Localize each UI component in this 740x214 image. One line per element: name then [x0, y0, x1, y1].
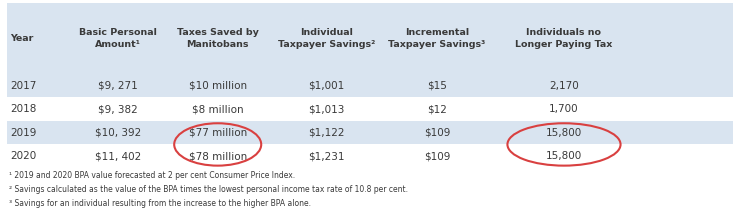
Text: $10 million: $10 million	[189, 81, 246, 91]
Bar	[7, 144, 733, 168]
Text: 2020: 2020	[10, 151, 36, 161]
Text: 15,800: 15,800	[546, 151, 582, 161]
Text: Year: Year	[10, 34, 34, 43]
Text: $9, 382: $9, 382	[98, 104, 138, 114]
Text: $12: $12	[427, 104, 447, 114]
Bar	[7, 74, 733, 97]
Text: $109: $109	[424, 128, 450, 138]
Text: ³ Savings for an individual resulting from the increase to the higher BPA alone.: ³ Savings for an individual resulting fr…	[9, 199, 311, 208]
Text: $1,231: $1,231	[309, 151, 345, 161]
Text: $1,001: $1,001	[309, 81, 345, 91]
Text: Individuals no
Longer Paying Tax: Individuals no Longer Paying Tax	[515, 28, 613, 49]
Text: Basic Personal
Amount¹: Basic Personal Amount¹	[79, 28, 157, 49]
Text: $1,122: $1,122	[309, 128, 345, 138]
Text: $11, 402: $11, 402	[95, 151, 141, 161]
Text: Taxes Saved by
Manitobans: Taxes Saved by Manitobans	[177, 28, 259, 49]
Bar	[7, 3, 733, 74]
Text: 2,170: 2,170	[549, 81, 579, 91]
Text: 1,700: 1,700	[549, 104, 579, 114]
Text: $9, 271: $9, 271	[98, 81, 138, 91]
Text: $78 million: $78 million	[189, 151, 247, 161]
Text: $77 million: $77 million	[189, 128, 247, 138]
Text: ¹ 2019 and 2020 BPA value forecasted at 2 per cent Consumer Price Index.: ¹ 2019 and 2020 BPA value forecasted at …	[9, 171, 295, 180]
Text: ² Savings calculated as the value of the BPA times the lowest personal income ta: ² Savings calculated as the value of the…	[9, 185, 408, 194]
Bar	[7, 121, 733, 144]
Text: $1,013: $1,013	[309, 104, 345, 114]
Bar	[7, 97, 733, 121]
Text: 15,800: 15,800	[546, 128, 582, 138]
Text: 2018: 2018	[10, 104, 37, 114]
Text: Incremental
Taxpayer Savings³: Incremental Taxpayer Savings³	[388, 28, 485, 49]
Text: Individual
Taxpayer Savings²: Individual Taxpayer Savings²	[278, 28, 375, 49]
Text: $15: $15	[427, 81, 447, 91]
Text: 2019: 2019	[10, 128, 37, 138]
Text: $109: $109	[424, 151, 450, 161]
Text: 2017: 2017	[10, 81, 37, 91]
Text: $8 million: $8 million	[192, 104, 243, 114]
Text: $10, 392: $10, 392	[95, 128, 141, 138]
